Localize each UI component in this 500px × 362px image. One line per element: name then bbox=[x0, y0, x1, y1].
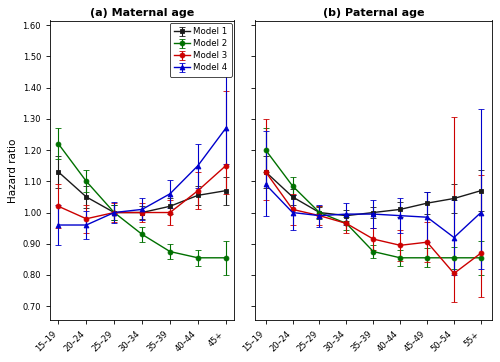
Title: (a) Maternal age: (a) Maternal age bbox=[90, 8, 194, 18]
Title: (b) Paternal age: (b) Paternal age bbox=[322, 8, 424, 18]
Legend: Model 1, Model 2, Model 3, Model 4: Model 1, Model 2, Model 3, Model 4 bbox=[170, 23, 232, 77]
Y-axis label: Hazard ratio: Hazard ratio bbox=[8, 138, 18, 203]
